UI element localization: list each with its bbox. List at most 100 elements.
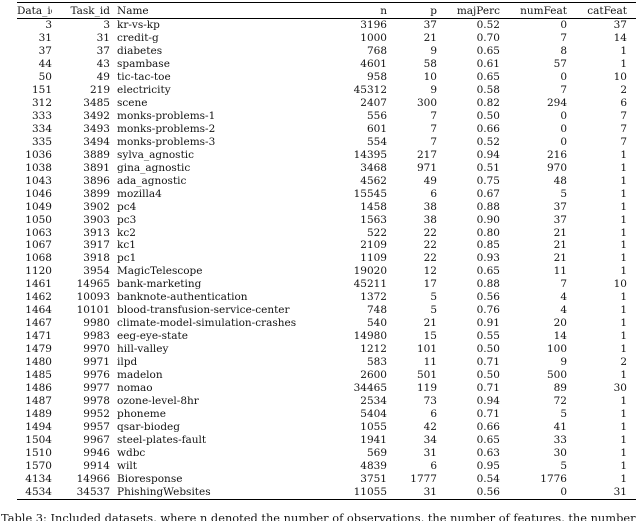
table-cell: 15	[423, 330, 437, 343]
table-row: 1487 9978 ozone-level-8hr 2534 73 0.94 72 1	[17, 395, 636, 408]
table-cell: 540	[366, 317, 387, 330]
table-row: 1063 3913 kc2 522 22 0.80 21 1	[17, 227, 636, 240]
table-cell: 3468	[360, 161, 387, 174]
table-row: 1120 3954 MagicTelescope 19020 12 0.65 11 1	[17, 265, 636, 278]
table-row: 1480 9971 ilpd 583 11 0.71 9 2	[17, 356, 636, 369]
table-cell: 38	[423, 200, 437, 213]
table-cell: 556	[366, 109, 387, 122]
table-cell: 9957	[83, 421, 110, 434]
table-cell: 7	[430, 109, 437, 122]
table-cell: 14395	[353, 148, 387, 161]
table-cell: 9980	[83, 317, 110, 330]
table-cell: 4839	[360, 459, 387, 472]
table-cell: 0.94	[476, 148, 500, 161]
table-cell: 0.63	[476, 446, 500, 459]
table-cell: 9977	[83, 382, 110, 395]
table-cell: 1055	[360, 421, 387, 434]
table-cell: 11055	[353, 485, 387, 498]
table-row: 1489 9952 phoneme 5404 6 0.71 5 1	[17, 408, 636, 421]
table-cell: pc1	[117, 252, 137, 265]
table-cell: 1461	[25, 278, 52, 291]
table-row: 1486 9977 nomao 34465 119 0.71 89 30	[17, 382, 636, 395]
table-cell: 1067	[25, 239, 52, 252]
table-cell: 216	[546, 148, 567, 161]
table-cell: 73	[423, 395, 437, 408]
table-row: 50 49 tic-tac-toe 958 10 0.65 0 10	[17, 71, 636, 84]
table-cell: 3918	[83, 252, 110, 265]
table-cell: 0	[560, 109, 567, 122]
table-cell: ilpd	[117, 356, 138, 369]
table-row: 4134 14966 Bioresponse 3751 1777 0.54 1776 1	[17, 473, 636, 486]
table-cell: 0.94	[476, 395, 500, 408]
table-cell: 5	[430, 304, 437, 317]
table-cell: 9971	[83, 356, 110, 369]
table-cell: 43	[96, 57, 110, 70]
table-cell: 0.56	[476, 485, 500, 498]
table-cell: 0.65	[476, 434, 500, 446]
table-cell: 219	[89, 83, 110, 96]
table-cell: 1036	[25, 148, 52, 161]
table-row: 1479 9970 hill-valley 1212 101 0.50 100 1	[17, 343, 636, 356]
table-cell: banknote-authentication	[117, 291, 248, 304]
table-cell: 569	[366, 446, 387, 459]
table-row: 1485 9976 madelon 2600 501 0.50 500 1	[17, 369, 636, 382]
table-cell: 22	[423, 252, 437, 265]
table-cell: 3891	[83, 161, 110, 174]
table-cell: 9983	[83, 330, 110, 343]
table-cell: 8	[560, 44, 567, 57]
table-cell: 22	[423, 239, 437, 252]
table-cell: 1	[620, 44, 627, 57]
table-cell: 6	[620, 96, 627, 109]
table-cell: 1	[620, 446, 627, 459]
table-cell: 501	[416, 369, 437, 382]
table-cell: 119	[416, 382, 437, 395]
table-cell: 1046	[25, 187, 52, 200]
table-cell: 4	[560, 304, 567, 317]
table-cell: 0.65	[476, 44, 500, 57]
table-cell: 17	[423, 278, 437, 291]
table-cell: 1	[620, 343, 627, 356]
table-cell: kr-vs-kp	[117, 19, 160, 31]
table-cell: 9914	[83, 459, 110, 472]
table-cell: monks-problems-2	[117, 122, 216, 135]
table-cell: 7	[620, 122, 627, 135]
table-cell: 50	[38, 70, 52, 83]
table-cell: 1479	[25, 343, 52, 356]
table-cell: 37	[613, 19, 627, 31]
table-cell: 11	[423, 356, 437, 369]
table-row: 31 31 credit-g 1000 21 0.70 7 14	[17, 32, 636, 45]
table-cell: 0.93	[476, 252, 500, 265]
table-row: 334 3493 monks-problems-2 601 7 0.66 0 7	[17, 123, 636, 136]
table-cell: 0	[560, 485, 567, 498]
table-cell: 1776	[540, 472, 567, 485]
table-cell: 30	[553, 446, 567, 459]
table-body: 3 3 kr-vs-kp 3196 37 0.52 0 37 31 31 credit-g 1000 2…	[17, 19, 636, 500]
table-cell: 21	[553, 226, 567, 239]
column-header: n	[335, 2, 387, 19]
table-cell: 10	[613, 278, 627, 291]
table-cell: 6	[430, 459, 437, 472]
table-cell: 1510	[25, 446, 52, 459]
table-cell: 1941	[360, 434, 387, 446]
table-cell: 768	[366, 44, 387, 57]
table-cell: climate-model-simulation-crashes	[117, 317, 297, 330]
column-header: numFeat	[500, 2, 567, 19]
table-cell: 0.66	[476, 421, 500, 434]
table-cell: 0.75	[476, 174, 500, 187]
table-cell: monks-problems-3	[117, 135, 216, 148]
table-cell: 1	[620, 408, 627, 421]
table-cell: 4601	[360, 57, 387, 70]
table-cell: 0.88	[476, 200, 500, 213]
table-cell: kc2	[117, 226, 136, 239]
table-cell: 9	[430, 44, 437, 57]
table-cell: 45211	[353, 278, 387, 291]
table-cell: 1	[620, 369, 627, 382]
table-cell: 1485	[25, 369, 52, 382]
table-cell: 3	[103, 19, 110, 31]
table-cell: 11	[553, 265, 567, 278]
table-cell: qsar-biodeg	[117, 421, 180, 434]
table-row: 1036 3889 sylva_agnostic 14395 217 0.94 216 1	[17, 149, 636, 162]
table-cell: 10093	[76, 291, 110, 304]
table-cell: 1777	[410, 472, 437, 485]
table-cell: 1563	[360, 213, 387, 226]
